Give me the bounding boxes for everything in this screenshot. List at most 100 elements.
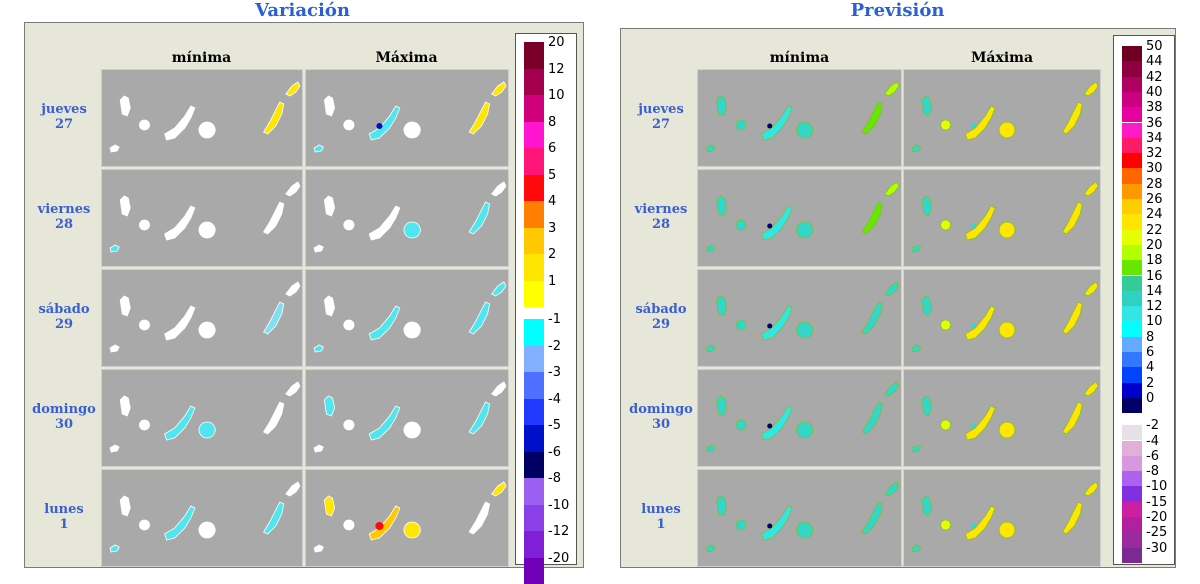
legend-label: 26: [1146, 193, 1163, 206]
legend-swatch: [524, 505, 544, 532]
island-shape: [885, 382, 899, 396]
legend-label: -4: [1146, 435, 1159, 448]
island-shape: [706, 245, 715, 252]
island-shape: [762, 106, 793, 140]
island-shape: [404, 522, 420, 538]
island-shape: [324, 196, 334, 216]
legend-label: 2: [548, 248, 556, 261]
island-shape: [885, 182, 899, 196]
anomaly-spot: [375, 522, 383, 530]
canary-islands-map: [306, 270, 509, 367]
island-shape: [1084, 82, 1098, 96]
island-shape: [199, 522, 215, 538]
island-shape: [965, 206, 995, 240]
teide-core: [971, 424, 976, 429]
island-shape: [796, 522, 812, 538]
day-number: 30: [626, 417, 696, 432]
island-shape: [469, 202, 489, 234]
island-shape: [941, 120, 951, 130]
island-shape: [1084, 482, 1098, 496]
legend-swatch: [524, 95, 544, 122]
island-shape: [314, 445, 323, 452]
island-shape: [404, 422, 420, 438]
canary-islands-map: [904, 470, 1101, 567]
island-shape: [404, 322, 420, 338]
teide-core: [971, 524, 976, 529]
island-shape: [469, 402, 489, 434]
legend-label: 20: [548, 36, 565, 49]
legend-label: 50: [1146, 40, 1163, 53]
legend-label: 14: [1146, 285, 1163, 298]
legend-label: 30: [1146, 162, 1163, 175]
legend-swatch: [1122, 502, 1142, 517]
island-shape: [762, 306, 793, 340]
legend-swatch: [524, 346, 544, 373]
legend-swatch: [524, 228, 544, 255]
legend-label: 3: [548, 222, 556, 235]
legend-label: -6: [1146, 450, 1159, 463]
legend-swatch: [1122, 517, 1142, 532]
canary-islands-map: [904, 70, 1101, 167]
island-shape: [344, 220, 354, 230]
island-shape: [999, 522, 1015, 538]
island-shape: [736, 120, 746, 130]
legend-label: -12: [548, 525, 569, 538]
map-cell: [697, 69, 902, 167]
island-shape: [736, 520, 746, 530]
legend-swatch: [1122, 245, 1142, 260]
legend-swatch: [1122, 548, 1142, 563]
island-shape: [369, 406, 400, 440]
canary-islands-map: [102, 270, 303, 367]
island-shape: [912, 245, 921, 252]
canary-islands-map: [306, 70, 509, 167]
col-header-maxima: Máxima: [903, 50, 1101, 66]
island-shape: [941, 220, 951, 230]
legend-swatch: [524, 452, 544, 479]
island-shape: [999, 222, 1015, 238]
canary-islands-map: [698, 370, 902, 467]
island-shape: [165, 306, 195, 340]
island-shape: [469, 302, 489, 334]
legend-label: 32: [1146, 147, 1163, 160]
legend-swatch: [524, 42, 544, 69]
island-shape: [965, 306, 995, 340]
legend-swatch: [1122, 260, 1142, 275]
canary-islands-map: [102, 70, 303, 167]
island-shape: [965, 106, 995, 140]
legend-swatch: [1122, 46, 1142, 61]
island-shape: [286, 282, 300, 296]
island-shape: [922, 96, 932, 116]
island-shape: [796, 322, 812, 338]
island-shape: [1084, 382, 1098, 396]
legend-swatch: [1122, 168, 1142, 183]
island-shape: [922, 196, 932, 216]
island-shape: [965, 406, 995, 440]
canary-islands-map: [102, 470, 303, 567]
canary-islands-map: [904, 170, 1101, 267]
island-shape: [314, 545, 323, 552]
island-shape: [264, 202, 284, 234]
island-shape: [264, 402, 284, 434]
canary-islands-map: [904, 270, 1101, 367]
legend-label: 2: [1146, 377, 1154, 390]
legend-label: -2: [548, 340, 561, 353]
island-shape: [706, 445, 715, 452]
legend-label: -20: [548, 552, 569, 565]
day-name: sábado: [30, 302, 98, 317]
island-shape: [492, 282, 506, 296]
legend-label: -10: [1146, 480, 1167, 493]
island-shape: [139, 220, 149, 230]
island-shape: [912, 145, 921, 152]
legend-swatch: [524, 201, 544, 228]
map-cell: [697, 469, 902, 567]
legend-label: -1: [548, 313, 561, 326]
legend-swatch: [524, 281, 544, 308]
legend-swatch: [1122, 486, 1142, 501]
legend-swatch: [1122, 383, 1142, 398]
island-shape: [165, 206, 195, 240]
island-shape: [286, 482, 300, 496]
legend-label: 8: [1146, 331, 1154, 344]
